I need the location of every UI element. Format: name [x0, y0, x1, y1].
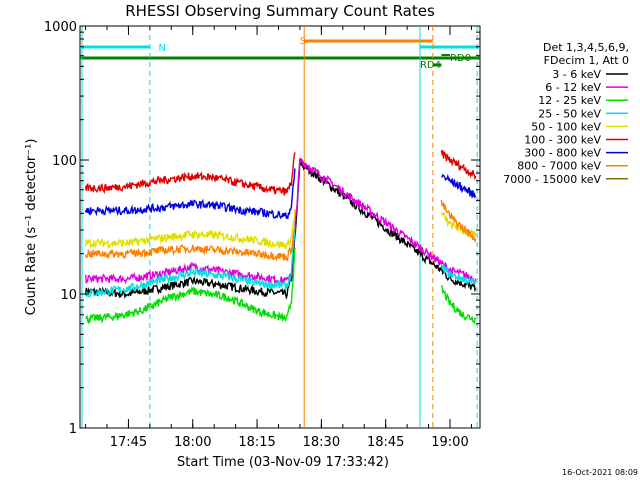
y-tick-label: 1000 — [44, 20, 77, 35]
n-label: N — [158, 43, 165, 54]
legend-entry-label: 300 - 800 keV — [524, 147, 601, 160]
plot-area — [79, 25, 481, 429]
x-tick-label: 18:45 — [367, 435, 404, 450]
legend-entry-label: 6 - 12 keV — [545, 81, 601, 94]
series-800-7000-kev — [84, 199, 477, 263]
legend-entry-label: 100 - 300 keV — [524, 134, 601, 147]
series-line-pre — [84, 209, 296, 250]
y-tick-label: 10 — [60, 288, 77, 303]
x-tick-label: 19:00 — [431, 435, 468, 450]
series-12-25-kev — [85, 247, 477, 325]
x-tick-label: 18:30 — [303, 435, 340, 450]
footer-timestamp: 16-Oct-2021 08:09 — [562, 468, 638, 477]
series-line-pre — [84, 158, 301, 286]
rd0-label: RD0 — [450, 53, 471, 64]
series-line-post — [440, 149, 477, 181]
rd4-label: RD4 — [420, 60, 441, 71]
y-tick-label: 100 — [52, 154, 77, 169]
s-label: S — [300, 36, 306, 47]
y-tick-label: 1 — [69, 422, 77, 437]
x-axis-label: Start Time (03-Nov-09 17:33:42) — [177, 455, 389, 470]
legend-header-line-2: FDecim 1, Att 0 — [544, 54, 629, 67]
legend-entry-label: 50 - 100 keV — [531, 120, 601, 133]
chart-title: RHESSI Observing Summary Count Rates — [125, 2, 435, 20]
legend-entry-label: 7000 - 15000 keV — [503, 173, 601, 186]
series-line-pre — [84, 152, 296, 196]
x-tick-label: 17:45 — [110, 435, 147, 450]
series-3-6-kev — [84, 159, 477, 300]
series-100-300-kev — [84, 149, 477, 196]
annotation-layer: N S RD0 RD4 — [80, 26, 480, 428]
series-line-pre — [85, 247, 296, 325]
y-axis-label: Count Rate (s⁻¹ detector⁻¹) — [24, 139, 39, 316]
series-line-post — [300, 159, 477, 293]
x-tick-label: 18:00 — [174, 435, 211, 450]
series-layer — [84, 149, 477, 325]
plot-frame — [79, 25, 481, 429]
series-line-pre — [84, 168, 296, 220]
series-line-post — [440, 263, 477, 286]
x-tick-label: 18:15 — [238, 435, 275, 450]
legend-entry-label: 12 - 25 keV — [538, 94, 601, 107]
series-line-post — [440, 285, 477, 325]
series-line-post — [440, 199, 477, 244]
series-line-post — [300, 157, 477, 284]
series-line-post — [441, 173, 477, 199]
tick-layer: 1 10 100 1000 17:45 18:00 18:15 18:30 18:45 19:00 — [44, 20, 480, 450]
legend: Det 1,3,4,5,6,9, FDecim 1, Att 0 3 - 6 k… — [503, 41, 629, 186]
series-line-pre — [84, 159, 301, 300]
legend-entry-label: 800 - 7000 keV — [517, 160, 601, 173]
series-300-800-kev — [84, 168, 477, 220]
series-6-12-kev — [84, 157, 477, 286]
legend-entry-label: 3 - 6 keV — [552, 68, 601, 81]
series-line-pre — [84, 224, 296, 298]
legend-header-line-1: Det 1,3,4,5,6,9, — [543, 41, 629, 54]
series-line-pre — [84, 226, 296, 263]
legend-entry-label: 25 - 50 keV — [538, 107, 601, 120]
series-25-50-kev — [84, 224, 477, 298]
